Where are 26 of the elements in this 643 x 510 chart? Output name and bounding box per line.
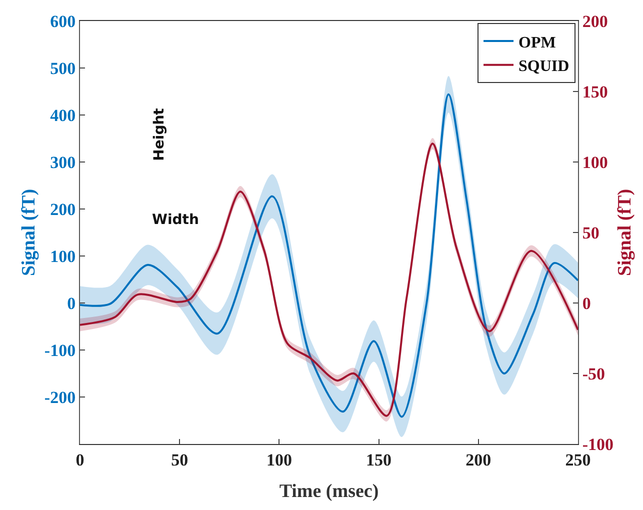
y-tick-label: -200 [44, 388, 76, 407]
annotation: Width [152, 212, 199, 228]
y-tick-label: 500 [50, 58, 76, 78]
x-tick-label: 150 [366, 450, 392, 470]
y2-tick-label: 100 [582, 152, 608, 172]
y-tick-label: 300 [50, 152, 76, 172]
y-tick-label: 600 [50, 12, 76, 31]
y2-tick-label: -50 [582, 364, 606, 384]
y-tick-label: 100 [50, 246, 76, 266]
x-tick-label: 100 [266, 450, 292, 470]
y2-tick-label: 150 [582, 82, 608, 102]
y-tick-label: 200 [50, 200, 76, 219]
y-tick-label: 400 [50, 106, 76, 125]
y-tick-label: -100 [44, 340, 76, 360]
legend-label: OPM [518, 34, 556, 52]
x-axis-title: Time (msec) [279, 481, 379, 502]
y-axis-title: Signal (fT) [18, 188, 40, 276]
x-tick-label: 50 [171, 450, 188, 470]
y2-tick-label: 0 [582, 294, 591, 313]
x-tick-label: 200 [466, 450, 492, 470]
y-tick-label: 0 [67, 294, 76, 313]
y2-tick-label: 50 [582, 223, 600, 242]
legend-label: SQUID [518, 58, 570, 76]
y2-axis-title: Signal (fT) [614, 188, 636, 276]
y2-tick-label: 200 [582, 12, 608, 31]
annotation: Height [152, 108, 168, 161]
